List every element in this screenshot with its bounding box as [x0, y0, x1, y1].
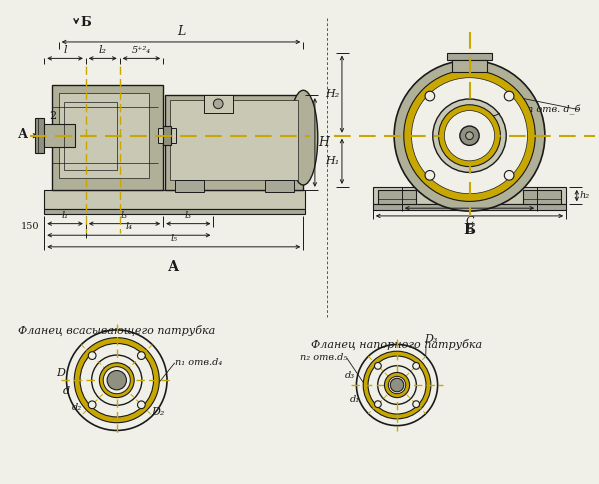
Bar [265, 180, 294, 192]
Circle shape [412, 78, 528, 194]
Circle shape [391, 378, 404, 392]
Circle shape [74, 338, 159, 423]
Circle shape [356, 345, 438, 425]
Circle shape [88, 401, 96, 408]
Text: H₁: H₁ [325, 156, 339, 166]
Circle shape [103, 367, 131, 393]
Bar [59, 93, 149, 178]
Bar [373, 187, 566, 204]
Circle shape [404, 70, 536, 201]
Text: Б: Б [80, 16, 91, 29]
Text: Б: Б [464, 223, 476, 237]
Text: l₃: l₃ [121, 211, 128, 220]
Circle shape [438, 105, 500, 166]
Bar [373, 204, 566, 210]
Circle shape [363, 351, 431, 419]
Circle shape [460, 126, 479, 145]
Text: H₂: H₂ [325, 89, 339, 99]
Circle shape [80, 344, 153, 417]
Text: d₁: d₁ [350, 394, 361, 404]
Bar [44, 209, 305, 214]
Text: n отв. d_б: n отв. d_б [527, 105, 580, 115]
Bar [452, 60, 487, 72]
Circle shape [394, 60, 545, 211]
Circle shape [444, 110, 495, 161]
Circle shape [138, 401, 145, 408]
Bar [204, 95, 233, 112]
Text: 1: 1 [96, 104, 103, 114]
Text: l₂: l₂ [99, 45, 107, 55]
Circle shape [465, 132, 473, 139]
Circle shape [504, 170, 514, 180]
Text: D: D [56, 368, 65, 378]
Circle shape [66, 330, 167, 430]
Text: n₂ отв.d₅: n₂ отв.d₅ [300, 353, 347, 363]
Text: 150: 150 [21, 222, 40, 231]
Text: Фланец напорного патрубка: Фланец напорного патрубка [311, 339, 483, 350]
Bar [52, 86, 163, 190]
Circle shape [88, 352, 96, 360]
Text: L: L [177, 25, 185, 38]
Circle shape [425, 91, 435, 101]
Circle shape [425, 170, 435, 180]
Bar [35, 118, 44, 153]
Bar [163, 126, 171, 145]
Circle shape [138, 352, 145, 360]
Circle shape [107, 371, 126, 390]
Ellipse shape [289, 91, 318, 185]
Text: Фланец всасывающего патрубка: Фланец всасывающего патрубка [18, 325, 216, 336]
Text: А: А [18, 128, 28, 141]
Text: d₂: d₂ [72, 403, 82, 412]
Circle shape [413, 363, 419, 369]
Bar [378, 190, 416, 204]
Circle shape [378, 366, 416, 404]
Bar [165, 95, 303, 190]
Bar [523, 190, 561, 204]
Circle shape [385, 373, 410, 397]
Circle shape [92, 355, 142, 405]
Text: l₄: l₄ [125, 222, 132, 231]
Text: А: А [168, 260, 180, 274]
Text: B: B [465, 224, 474, 234]
Text: h₂: h₂ [580, 191, 590, 200]
Circle shape [388, 377, 406, 393]
Bar [63, 102, 117, 169]
Circle shape [504, 91, 514, 101]
Text: l₅: l₅ [170, 234, 177, 243]
Circle shape [433, 99, 506, 172]
Bar [175, 180, 204, 192]
Circle shape [374, 363, 382, 369]
Text: l₃: l₃ [184, 211, 192, 220]
Circle shape [99, 363, 134, 397]
Text: d: d [63, 386, 70, 396]
Text: 5⁺²₄: 5⁺²₄ [132, 45, 151, 55]
Bar [170, 100, 298, 180]
Text: D₃: D₃ [424, 334, 437, 345]
Text: D₂: D₂ [152, 407, 165, 417]
Text: H: H [318, 136, 329, 149]
Bar [41, 124, 75, 147]
Bar [44, 190, 305, 209]
Text: l₁: l₁ [62, 211, 68, 220]
Text: C: C [465, 216, 474, 226]
Bar [447, 53, 492, 60]
Circle shape [213, 99, 223, 108]
Text: l: l [63, 45, 67, 55]
Text: 2: 2 [50, 111, 56, 121]
Circle shape [413, 401, 419, 408]
Bar [452, 57, 487, 60]
Circle shape [368, 356, 426, 414]
Circle shape [374, 401, 382, 408]
Text: d₃: d₃ [344, 371, 355, 380]
Text: n₁ отв.d₄: n₁ отв.d₄ [175, 358, 222, 367]
Bar [158, 128, 176, 143]
